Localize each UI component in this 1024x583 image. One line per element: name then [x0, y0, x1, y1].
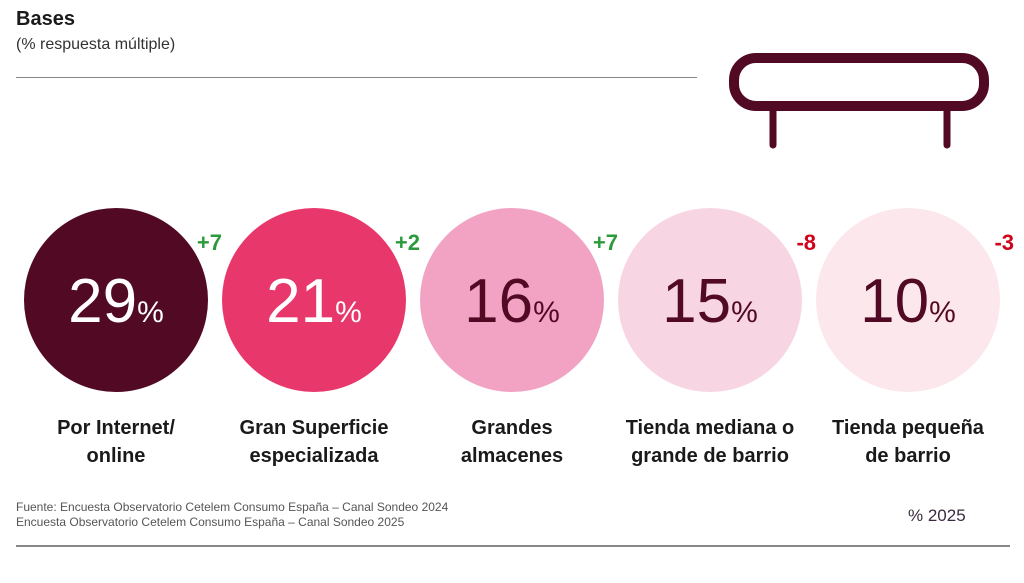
value-label: 10% — [860, 267, 956, 336]
delta-label: +7 — [197, 230, 222, 255]
delta-label: +7 — [593, 230, 618, 255]
category-label-line: Tienda pequeña — [832, 417, 984, 439]
category-label: Gran Superficie especializada — [215, 414, 413, 470]
category-label-line: Tienda mediana o — [625, 417, 795, 439]
chart-title: Bases — [16, 8, 75, 30]
bubble-circle — [222, 208, 406, 392]
category-label-line: Por Internet/ — [57, 417, 175, 439]
category-label-line: especializada — [249, 445, 379, 467]
category-label-line: online — [86, 445, 146, 467]
value-label: 15% — [662, 267, 758, 336]
bubble-circle — [816, 208, 1000, 392]
bubble: 21% +2 — [222, 208, 420, 392]
bubble: 10% -3 — [816, 208, 1014, 392]
category-label-line: de barrio — [865, 445, 951, 467]
chart-subtitle: (% respuesta múltiple) — [16, 36, 176, 53]
category-label-line: grande de barrio — [631, 445, 789, 467]
category-label-line: Gran Superficie — [239, 417, 389, 439]
divider — [16, 545, 1010, 547]
bubble-chart: 29% +7 21% +2 16% +7 15% -8 10% -3 — [24, 208, 1014, 392]
bench-icon — [729, 53, 989, 149]
bubble: 16% +7 — [420, 208, 618, 392]
source-line-1: Fuente: Encuesta Observatorio Cetelem Co… — [16, 500, 449, 514]
divider — [16, 77, 697, 78]
bubble: 29% +7 — [24, 208, 222, 392]
delta-label: +2 — [395, 230, 420, 255]
bubble-circle — [24, 208, 208, 392]
value-label: 16% — [464, 267, 560, 336]
bubble-circle — [420, 208, 604, 392]
bubble: 15% -8 — [618, 208, 816, 392]
category-label-line: Grandes — [471, 417, 553, 439]
value-label: 21% — [266, 267, 362, 336]
delta-label: -8 — [796, 230, 816, 255]
legend: % 2025 — [908, 506, 966, 525]
source-note: Fuente: Encuesta Observatorio Cetelem Co… — [16, 500, 448, 530]
category-label: Tienda mediana o grande de barrio — [611, 414, 809, 470]
category-label: Tienda pequeña de barrio — [809, 414, 1007, 470]
value-label: 29% — [68, 267, 164, 336]
delta-label: -3 — [994, 230, 1014, 255]
category-label: Grandes almacenes — [413, 414, 611, 470]
category-label: Por Internet/online — [17, 414, 215, 470]
category-label-line: almacenes — [460, 445, 564, 467]
source-line-2: Encuesta Observatorio Cetelem Consumo Es… — [16, 515, 405, 529]
bubble-circle — [618, 208, 802, 392]
